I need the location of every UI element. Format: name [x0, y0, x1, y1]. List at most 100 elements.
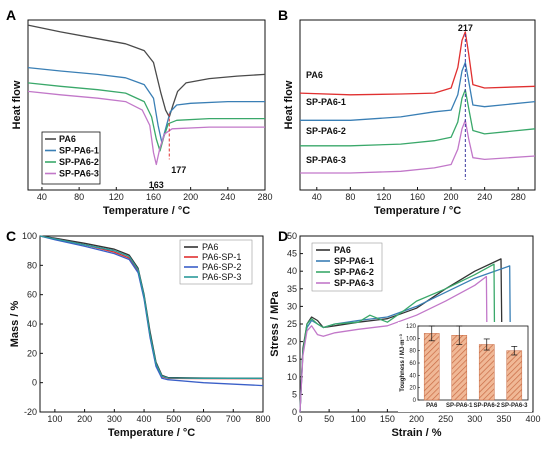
x-tick-label: 0	[297, 414, 302, 424]
x-tick-label: 250	[438, 414, 453, 424]
x-tick-label: 160	[146, 192, 161, 202]
y-tick-label: 10	[287, 372, 297, 382]
legend-label: SP-PA6-2	[334, 267, 374, 277]
inset-y-tick-label: 120	[406, 324, 417, 330]
x-tick-label: 200	[77, 414, 92, 424]
series-line-sp-pa6-3	[27, 90, 265, 166]
series-line-sp-pa6-2	[27, 82, 265, 152]
panel-letter: A	[6, 7, 16, 23]
y-tick-label: -20	[24, 407, 37, 417]
legend-label: PA6-SP-3	[202, 272, 241, 282]
inset-y-tick-label: 40	[409, 373, 416, 379]
y-tick-label: 80	[27, 260, 37, 270]
y-tick-label: 50	[287, 231, 297, 241]
x-axis-label: Temperature / °C	[103, 205, 190, 217]
series-line-sp-pa6-3	[299, 275, 489, 413]
panel-letter: D	[278, 228, 288, 244]
inset-bar	[478, 344, 495, 401]
y-tick-label: 60	[27, 290, 37, 300]
y-axis-label: Stress / MPa	[269, 290, 281, 356]
y-tick-label: 20	[27, 348, 37, 358]
series-line-pa6	[299, 31, 536, 96]
plot-frame	[27, 19, 266, 191]
x-tick-label: 80	[345, 192, 355, 202]
y-axis-label: Heat flow	[11, 80, 23, 129]
y-tick-label: 45	[287, 249, 297, 259]
y-tick-label: 0	[32, 378, 37, 388]
inset-bar	[506, 350, 523, 401]
x-tick-label: 240	[220, 192, 235, 202]
annotation-163: 163	[149, 180, 164, 190]
series-label: SP-PA6-1	[306, 97, 346, 107]
x-tick-label: 800	[255, 414, 270, 424]
annotation-217: 217	[458, 23, 473, 33]
y-tick-label: 20	[287, 337, 297, 347]
x-tick-label: 400	[137, 414, 152, 424]
x-tick-label: 120	[376, 192, 391, 202]
inset-y-tick-label: 60	[409, 361, 416, 367]
y-tick-label: 25	[287, 319, 297, 329]
inset-toughness-chart: 0 20 40 60 80 100 120 PA6 SP-PA6-1 SP-PA6-2 SP-PA6…	[398, 322, 532, 412]
legend-label: PA6	[59, 134, 76, 144]
legend-label: PA6-SP-1	[202, 252, 241, 262]
panel-letter: C	[6, 228, 16, 244]
series-label: PA6	[306, 70, 323, 80]
panel-b: B 40 80 120 160 200 240 280 Temperature / °C Heat…	[278, 7, 536, 217]
x-axis-label: Temperature / °C	[108, 427, 195, 439]
y-axis-label: Mass / %	[9, 301, 21, 348]
x-tick-label: 100	[351, 414, 366, 424]
x-tick-label: 280	[257, 192, 272, 202]
x-axis-label: Strain / %	[391, 427, 441, 439]
legend-label: SP-PA6-1	[59, 146, 99, 156]
x-tick-label: 120	[109, 192, 124, 202]
series-label: SP-PA6-3	[306, 155, 346, 165]
panel-d: D0 50 100 150 200 250 300 350 400051015202530354…	[269, 228, 541, 439]
inset-category-label: SP-PA6-1	[446, 403, 473, 409]
series-line-sp-pa6-3	[300, 119, 536, 174]
inset-category-label: SP-PA6-2	[473, 403, 500, 409]
x-tick-label: 350	[496, 414, 511, 424]
inset-category-label: SP-PA6-3	[501, 403, 528, 409]
inset-bar	[451, 335, 468, 401]
inset-y-tick-label: 100	[406, 336, 417, 342]
x-tick-label: 200	[444, 192, 459, 202]
series-line-sp-pa6-1	[299, 265, 512, 413]
x-tick-label: 280	[511, 192, 526, 202]
x-tick-label: 300	[107, 414, 122, 424]
legend-label: SP-PA6-2	[59, 157, 99, 167]
legend-box	[41, 131, 101, 185]
series-line-sp-pa6-1	[27, 66, 265, 144]
y-tick-label: 0	[292, 407, 297, 417]
legend-label: SP-PA6-1	[334, 256, 374, 266]
x-tick-label: 50	[324, 414, 334, 424]
inset-y-tick-label: 20	[409, 386, 416, 392]
y-tick-label: 5	[292, 389, 297, 399]
x-tick-label: 200	[183, 192, 198, 202]
panel-a: A 40 80 120 160 200 240 280 Temperature / °C Heat…	[6, 7, 273, 217]
series-label: SP-PA6-2	[306, 126, 346, 136]
x-axis-label: Temperature / °C	[374, 205, 461, 217]
legend-label: SP-PA6-3	[334, 278, 374, 288]
x-tick-label: 400	[525, 414, 540, 424]
inset-bar	[423, 333, 440, 401]
inset-y-tick-label: 80	[409, 349, 416, 355]
x-tick-label: 700	[226, 414, 241, 424]
legend-label: PA6	[334, 245, 351, 255]
y-tick-label: 15	[287, 354, 297, 364]
inset-y-tick-label: 0	[413, 398, 417, 404]
y-tick-label: 30	[287, 301, 297, 311]
x-tick-label: 100	[47, 414, 62, 424]
x-tick-label: 80	[74, 192, 84, 202]
y-tick-label: 40	[27, 319, 37, 329]
y-axis-label: Heat flow	[283, 80, 295, 129]
inset-y-axis-label: Toughness / MJ·m⁻³	[399, 334, 406, 391]
legend-label: SP-PA6-3	[59, 169, 99, 179]
legend-label: PA6	[202, 242, 218, 252]
legend-label: PA6-SP-2	[202, 262, 241, 272]
series-line-sp-pa6-2	[300, 89, 536, 147]
x-tick-label: 500	[166, 414, 181, 424]
x-tick-label: 160	[410, 192, 425, 202]
y-tick-label: 40	[287, 266, 297, 276]
series-line-pa6-sp-3	[39, 235, 263, 379]
x-tick-label: 300	[467, 414, 482, 424]
